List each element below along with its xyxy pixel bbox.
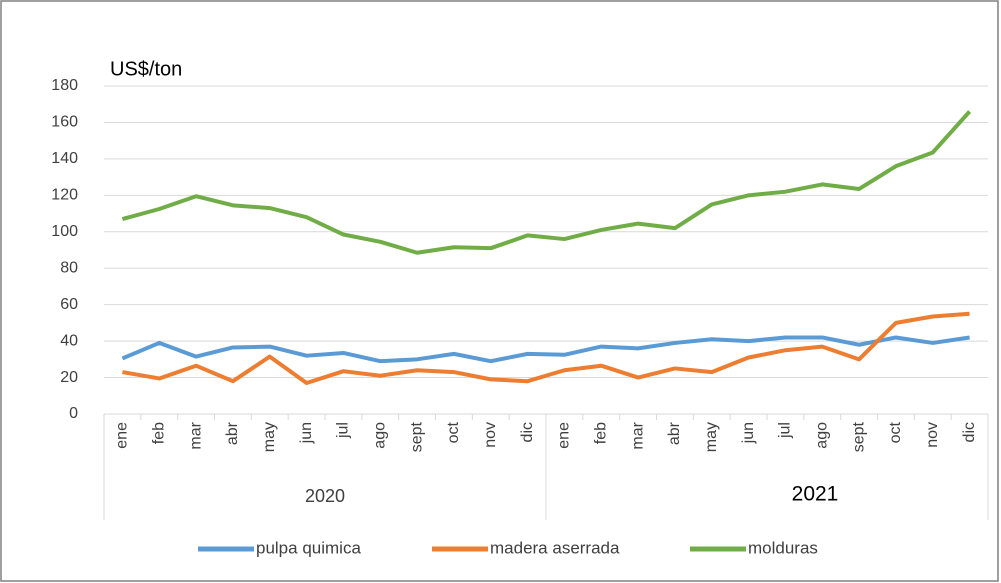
x-tick-label: oct [887, 421, 904, 443]
x-tick-label: jun [740, 422, 757, 444]
x-tick-label: jun [298, 422, 315, 444]
y-tick-label: 160 [51, 114, 78, 131]
y-tick-label: 0 [69, 405, 78, 422]
x-tick-label: dic [961, 422, 978, 442]
x-tick-label: jul [777, 422, 794, 439]
legend-label: madera aserrada [490, 538, 620, 557]
x-tick-label: abr [224, 421, 241, 445]
x-tick-label: mar [629, 421, 646, 449]
x-tick-label: sept [850, 421, 867, 452]
y-tick-label: 120 [51, 187, 78, 204]
x-tick-label: ene [556, 422, 573, 449]
line-series [122, 311, 970, 386]
x-tick-label: oct [445, 421, 462, 443]
x-tick-label: nov [482, 422, 499, 448]
y-tick-label: 140 [51, 150, 78, 167]
y-axis-label: US$/ton [110, 58, 182, 80]
line-series [121, 110, 972, 255]
x-tick-label: abr [666, 421, 683, 445]
x-tick-label: feb [592, 422, 609, 444]
year-label: 2021 [792, 483, 839, 506]
x-tick-label: ene [114, 422, 131, 449]
y-tick-label: 180 [51, 77, 78, 94]
x-tick-label: may [261, 422, 278, 452]
y-tick-label: 100 [51, 223, 78, 240]
y-tick-label: 40 [60, 332, 78, 349]
legend-label: molduras [748, 538, 818, 557]
line-series [121, 335, 970, 364]
x-tick-label: ago [813, 422, 830, 449]
y-tick-label: 60 [60, 296, 78, 313]
year-label: 2020 [305, 486, 345, 506]
y-tick-label: 20 [60, 369, 78, 386]
y-tick-label: 80 [60, 259, 78, 276]
x-tick-label: feb [150, 422, 167, 444]
x-tick-label: ago [371, 422, 388, 449]
x-tick-label: may [703, 422, 720, 452]
legend-label: pulpa quimica [256, 538, 361, 557]
x-tick-label: sept [408, 421, 425, 452]
x-tick-label: nov [924, 422, 941, 448]
x-tick-label: mar [187, 421, 204, 449]
x-tick-label: dic [519, 422, 536, 442]
x-tick-label: jul [335, 422, 352, 439]
